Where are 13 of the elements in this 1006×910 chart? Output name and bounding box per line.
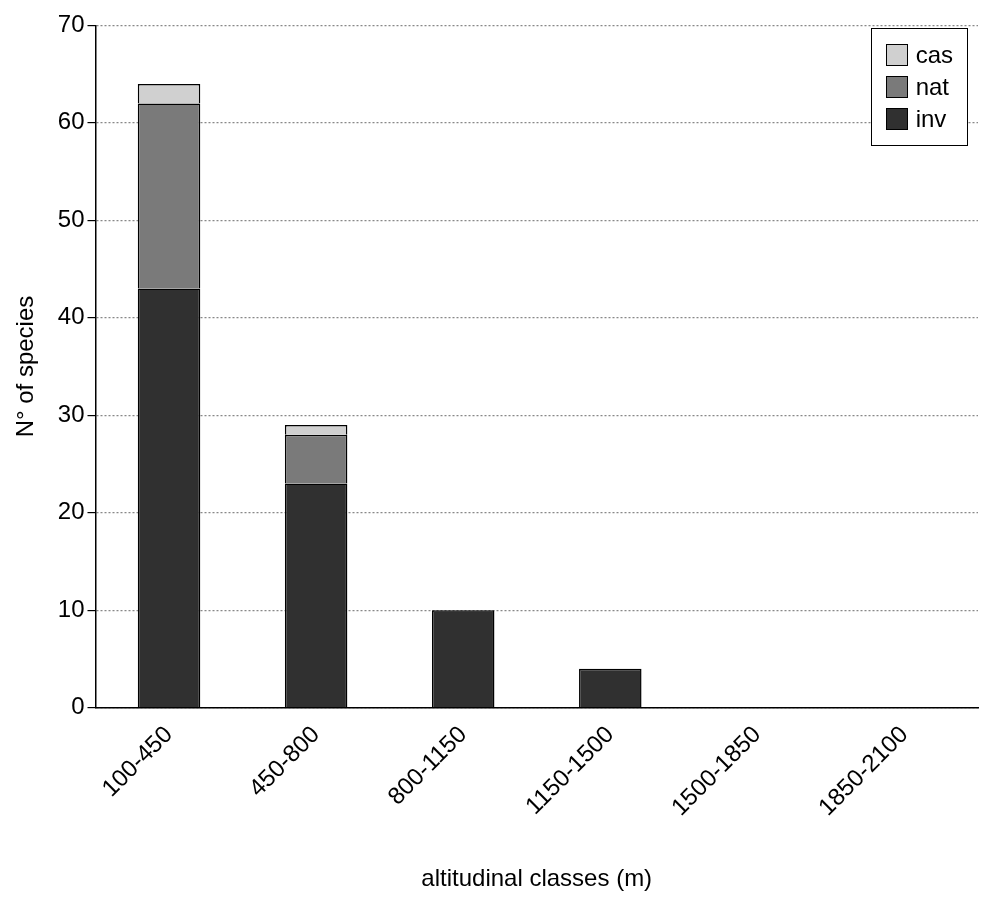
y-tick-label: 20: [57, 497, 85, 525]
y-tick-label: 40: [57, 302, 85, 330]
y-tick-label: 50: [57, 204, 85, 232]
legend-label: inv: [915, 105, 947, 133]
y-tick-label: 30: [57, 399, 85, 427]
y-tick-label: 70: [57, 10, 85, 38]
y-axis-title: N° of species: [11, 295, 39, 438]
y-tick-label: 60: [57, 107, 85, 135]
legend-label: nat: [915, 73, 950, 101]
legend-label: cas: [915, 41, 953, 69]
y-tick-label: 10: [57, 594, 85, 622]
x-axis-title: altitudinal classes (m): [421, 864, 653, 892]
y-tick-label: 0: [71, 692, 85, 720]
